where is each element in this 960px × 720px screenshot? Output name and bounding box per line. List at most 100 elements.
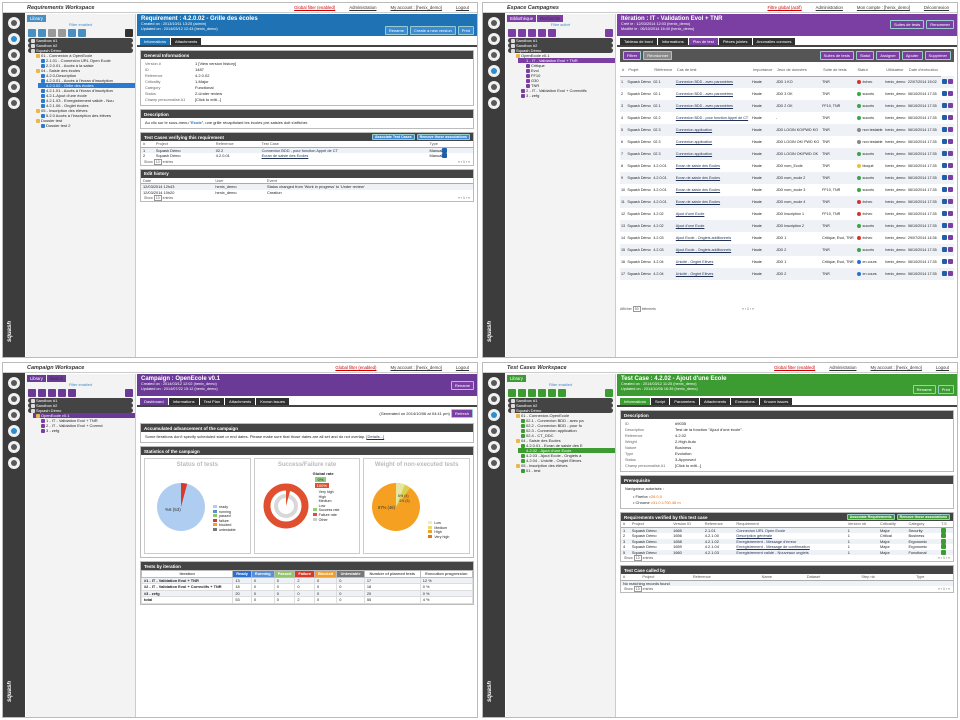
execute-icon[interactable] xyxy=(941,163,947,169)
rename-button[interactable]: Rename xyxy=(912,385,936,394)
tab-search[interactable]: Search xyxy=(46,375,67,382)
test-suites-button[interactable]: Suites de tests xyxy=(889,20,925,29)
field-value[interactable]: 4.2.02 xyxy=(675,433,687,438)
bugtracker-icon[interactable] xyxy=(8,97,20,109)
table-row[interactable]: 2 Squash Démo 1656 4.2.1.00 Description géné… xyxy=(621,533,953,539)
tab-informations[interactable]: Informations xyxy=(657,38,688,45)
table-row[interactable]: 16 Squash Démo 4.2.04 Unicité - Onglet Elèv… xyxy=(620,256,954,268)
table-cell[interactable]: Ecran de saisie des Ecoles xyxy=(675,163,721,168)
column-header[interactable]: Suite de tests xyxy=(821,64,856,77)
execute-icon[interactable] xyxy=(941,79,947,85)
rename-button[interactable]: Renommer xyxy=(926,20,954,29)
table-cell[interactable]: Connexion URL Open Ecole xyxy=(734,527,846,533)
column-header[interactable]: Name xyxy=(759,574,805,581)
tree-node[interactable]: 02.2 - Connexion BDD - pour fo xyxy=(518,423,615,428)
tab-informations[interactable]: Informations xyxy=(140,38,171,45)
tree-node[interactable]: 4.2.1-Ajout d'une école xyxy=(38,93,135,98)
table-row[interactable]: 12/03/2014 12h43 henix_demo Status changed… xyxy=(141,183,473,190)
page-size-select[interactable]: 10 xyxy=(633,586,642,592)
table-cell[interactable]: Ecran de saisie des Ecoles xyxy=(675,187,721,192)
campaigns-icon[interactable] xyxy=(488,425,500,437)
filter-button[interactable]: Filtrer xyxy=(623,51,642,60)
field-value[interactable]: 2-Under review xyxy=(195,91,223,96)
refresh-button[interactable]: Refresh xyxy=(450,409,473,418)
tree-node[interactable]: 4.2.1.03 - Enregistrement validé - Nou xyxy=(38,98,135,103)
remove-action[interactable]: Supprimer xyxy=(924,51,951,60)
tree-node[interactable]: OpenEcole v0.1 xyxy=(33,413,135,418)
table-cell[interactable]: Enregistrement - Message d'erreur xyxy=(734,538,846,544)
tab-library[interactable]: Library xyxy=(27,15,46,22)
new-folder-icon[interactable] xyxy=(28,389,36,397)
column-header[interactable]: # xyxy=(621,521,630,528)
tree-node[interactable]: 2.2.0.01 - Accès à la saisie xyxy=(38,63,135,68)
execute-icon[interactable] xyxy=(941,175,947,181)
table-cell[interactable]: Connexion BDD - pour fonction Appel de C… xyxy=(259,147,428,153)
campaigns-icon[interactable] xyxy=(8,425,20,437)
tree-node[interactable]: Dossier test 2 xyxy=(38,123,135,128)
column-header[interactable]: Step nb xyxy=(859,574,914,581)
global-filter-link[interactable]: Global filter (enabled) xyxy=(335,365,377,370)
column-header[interactable]: Ready xyxy=(232,570,252,578)
column-header[interactable]: Utilisateur xyxy=(884,64,907,77)
copy-icon[interactable] xyxy=(528,29,536,37)
table-row[interactable]: 1 Squash Démo 02.2 Connexion BDD - pour fon… xyxy=(141,147,473,153)
page-size-select[interactable]: 10 xyxy=(153,195,162,201)
my-account-link[interactable]: My account : [henix_demo] xyxy=(390,5,442,10)
remove-icon[interactable] xyxy=(947,223,953,229)
column-header[interactable]: Requirement xyxy=(734,521,846,528)
status-action[interactable]: Statut xyxy=(855,51,875,60)
column-header[interactable]: Project xyxy=(640,574,691,581)
table-row[interactable]: 1 Squash Démo 02.1 Connexion BDD - avec par… xyxy=(620,76,954,88)
table-cell[interactable]: Connexion BDD - avec paramètres xyxy=(674,100,751,112)
column-header[interactable]: Date xyxy=(141,177,214,184)
paste-icon[interactable] xyxy=(58,389,66,397)
tab-test-plan[interactable]: Test Plan xyxy=(199,398,225,405)
field-value[interactable]: Functional xyxy=(195,85,214,90)
details-link[interactable]: [Details...] xyxy=(366,434,385,439)
remove-icon[interactable] xyxy=(947,259,953,265)
tree-node[interactable]: 4.2.1.01 - Accès à l'écran d'inscription xyxy=(38,88,135,93)
reports-icon[interactable] xyxy=(488,441,500,453)
test-suites-action[interactable]: Suites de tests xyxy=(819,51,854,60)
home-icon[interactable] xyxy=(8,17,20,29)
copy-icon[interactable] xyxy=(48,389,56,397)
export-icon[interactable] xyxy=(558,389,566,397)
column-header[interactable]: Dataset xyxy=(804,574,860,581)
column-header[interactable]: T.S xyxy=(939,521,953,528)
add-action[interactable]: Ajouter xyxy=(901,51,923,60)
column-header[interactable]: Date d'exécution xyxy=(906,64,941,77)
delete-icon[interactable] xyxy=(125,389,133,397)
field-value[interactable]: 3-Approved xyxy=(675,457,696,462)
table-row[interactable]: 5 Squash Démo 02.3 Connexion application Hau… xyxy=(620,124,954,136)
table-cell[interactable]: Connexion application xyxy=(674,124,751,136)
reorder-button[interactable]: Réordonner xyxy=(643,51,673,60)
delete-icon[interactable] xyxy=(605,29,613,37)
table-row[interactable]: 9 Squash Démo 4.2.0.01 Ecran de saisie des … xyxy=(620,172,954,184)
tree-node[interactable]: Sandbox #2 xyxy=(508,43,613,48)
table-cell[interactable]: Enregistrement - Message de confirmation xyxy=(736,544,810,549)
global-filter-link[interactable]: Global filter (enabled) xyxy=(294,5,336,10)
table-row[interactable]: 10 Squash Démo 4.2.0.01 Ecran de saisie des… xyxy=(620,184,954,196)
my-account-link[interactable]: Mon compte : [henix_demo] xyxy=(856,5,910,10)
reports-icon[interactable] xyxy=(8,81,20,93)
execute-icon[interactable] xyxy=(941,103,947,109)
create-version-button[interactable]: Create a new version xyxy=(409,26,456,35)
execute-icon[interactable] xyxy=(941,139,947,145)
column-header[interactable]: Version ID xyxy=(671,521,703,528)
associate-test-cases-button[interactable]: Associate Test Cases xyxy=(371,134,415,140)
tab-library[interactable]: Bibliothèque xyxy=(507,15,537,22)
remove-icon[interactable] xyxy=(947,175,953,181)
global-filter-link[interactable]: Global filter (enabled) xyxy=(774,365,816,370)
tree-node[interactable]: Sandbox #2 xyxy=(508,403,613,408)
table-cell[interactable]: Connexion application xyxy=(674,148,751,160)
tree-node[interactable]: Sandbox #1 xyxy=(508,38,613,43)
tree-node[interactable]: Sandbox #2 xyxy=(28,43,133,48)
tree-node[interactable]: 02.1 - Connexion BDD - avec pa xyxy=(518,418,615,423)
execute-icon[interactable] xyxy=(941,223,947,229)
remove-icon[interactable] xyxy=(442,153,448,158)
export-icon[interactable] xyxy=(548,29,556,37)
table-cell[interactable]: Unicité - Onglet Elèves xyxy=(674,268,751,280)
table-row[interactable]: 11 Squash Démo 4.2.0.01 Ecran de saisie des… xyxy=(620,196,954,208)
execute-icon[interactable] xyxy=(941,151,947,157)
tree-node[interactable]: Sandbox #2 xyxy=(28,403,133,408)
